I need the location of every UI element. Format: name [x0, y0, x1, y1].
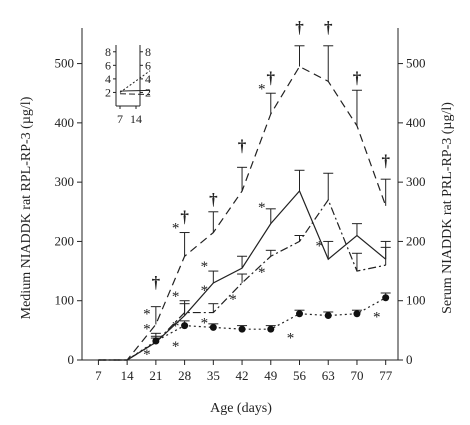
y-tick-label-right: 500 — [406, 56, 426, 71]
y-tick-label-right: 100 — [406, 293, 426, 308]
dagger-marker: † — [381, 151, 390, 170]
x-tick-label: 42 — [236, 368, 249, 383]
asterisk-marker: * — [172, 339, 180, 355]
y-axis-label-right: Serum NIADDK rat PRL-RP-3 (µg/l) — [440, 102, 455, 314]
data-point — [152, 337, 160, 345]
series-line-dashed — [98, 65, 387, 361]
asterisk-marker: * — [201, 283, 209, 299]
x-tick-label: 56 — [293, 368, 307, 383]
inset-x-tick-label: 14 — [130, 112, 142, 126]
asterisk-marker: * — [172, 318, 180, 334]
asterisk-marker: * — [373, 310, 381, 326]
inset-x-tick-label: 7 — [117, 112, 123, 126]
y-axis-label-left: Medium NIADDK rat RPL-RP-3 (µg/l) — [19, 96, 34, 319]
x-tick-label: 14 — [121, 368, 135, 383]
data-point — [353, 310, 361, 318]
asterisk-marker: * — [143, 307, 151, 323]
x-tick-label: 7 — [95, 368, 102, 383]
dagger-marker: † — [238, 136, 247, 155]
asterisk-marker: * — [258, 81, 266, 97]
y-tick-label-right: 0 — [406, 352, 413, 367]
dagger-marker: † — [324, 18, 333, 37]
x-tick-label: 77 — [379, 368, 393, 383]
x-tick-label: 28 — [178, 368, 191, 383]
data-point — [296, 310, 304, 318]
asterisk-marker: * — [201, 315, 209, 331]
asterisk-marker: * — [143, 321, 151, 337]
dagger-marker: † — [267, 68, 276, 87]
data-point — [181, 322, 189, 330]
inset-line-dashed — [119, 93, 151, 95]
y-tick-label-left: 100 — [55, 293, 75, 308]
data-point — [267, 325, 275, 333]
series-line-dashdot — [98, 198, 386, 361]
inset-line-solid — [119, 89, 151, 92]
y-tick-label-right: 300 — [406, 174, 426, 189]
data-point — [209, 323, 217, 331]
dagger-marker: † — [295, 18, 304, 37]
data-point — [382, 294, 390, 302]
y-tick-label-left: 300 — [55, 174, 75, 189]
asterisk-marker: * — [258, 200, 266, 216]
asterisk-marker: * — [172, 289, 180, 305]
series-line-dotted — [98, 297, 386, 361]
y-tick-label-left: 400 — [55, 115, 75, 130]
y-tick-label-right: 200 — [406, 233, 426, 248]
y-tick-label-right: 400 — [406, 115, 426, 130]
inset-y-tick-label-left: 4 — [105, 72, 111, 86]
x-tick-label: 35 — [207, 368, 220, 383]
asterisk-marker: * — [258, 265, 266, 281]
asterisk-marker: * — [287, 330, 295, 346]
asterisk-marker: * — [143, 347, 151, 363]
inset-y-tick-label-right: 6 — [145, 58, 151, 72]
x-tick-label: 49 — [264, 368, 277, 383]
x-tick-label: 70 — [350, 368, 363, 383]
x-tick-label: 21 — [149, 368, 162, 383]
y-tick-label-left: 200 — [55, 233, 75, 248]
x-axis-label: Age (days) — [210, 401, 272, 416]
data-point — [238, 325, 246, 333]
asterisk-marker: * — [201, 259, 209, 275]
dagger-marker: † — [209, 190, 218, 209]
asterisk-marker: * — [229, 292, 237, 308]
asterisk-marker: * — [172, 221, 180, 237]
x-tick-label: 63 — [322, 368, 335, 383]
inset-y-tick-label-left: 8 — [105, 45, 111, 59]
y-tick-label-left: 500 — [55, 56, 75, 71]
dagger-marker: † — [353, 68, 362, 87]
dagger-marker: † — [152, 273, 161, 292]
inset-y-tick-label-right: 4 — [145, 72, 151, 86]
inset-y-tick-label-left: 2 — [105, 85, 111, 99]
inset-y-tick-label-left: 6 — [105, 58, 111, 72]
dagger-marker: † — [180, 208, 189, 227]
asterisk-marker: * — [315, 238, 323, 254]
inset-y-tick-label-right: 8 — [145, 45, 151, 59]
y-tick-label-left: 0 — [68, 352, 75, 367]
data-point — [324, 312, 332, 320]
inset-y-tick-label-right: 2 — [145, 85, 151, 99]
